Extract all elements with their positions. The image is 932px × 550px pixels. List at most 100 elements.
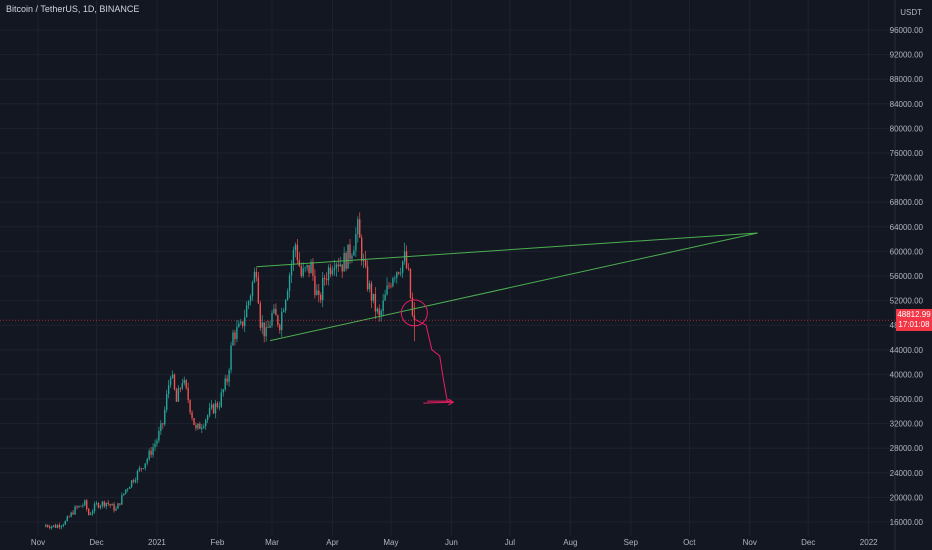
candle-body <box>261 322 263 328</box>
candle-body <box>128 486 131 489</box>
bar-countdown: 17:01:08 <box>898 320 930 330</box>
candle-body <box>407 267 410 269</box>
candle-body <box>228 370 230 382</box>
candle-body <box>70 512 72 517</box>
candle-body <box>220 392 222 407</box>
candle-body <box>318 290 320 295</box>
candle-body <box>374 293 377 312</box>
candle-body <box>82 505 84 507</box>
candle-body <box>226 378 228 382</box>
candle-body <box>329 267 332 275</box>
candle-body <box>179 388 182 390</box>
candle-body <box>283 310 285 312</box>
candle-body <box>107 502 109 505</box>
currency-label: USDT <box>900 8 922 17</box>
candle-body <box>384 294 386 301</box>
price-tick-label: 36000.00 <box>890 395 924 404</box>
candle-body <box>218 406 221 408</box>
candlestick-series <box>45 212 416 530</box>
candle-body <box>277 315 279 326</box>
candle-body <box>132 480 135 482</box>
candle-body <box>166 394 168 410</box>
candle-body <box>56 525 59 528</box>
time-tick-label: Nov <box>31 538 45 547</box>
candle-body <box>138 468 141 471</box>
candle-body <box>333 268 336 271</box>
candle-body <box>396 272 398 278</box>
candle-body <box>111 504 113 506</box>
price-tick-label: 72000.00 <box>890 174 924 183</box>
candle-body <box>378 308 380 316</box>
candle-body <box>279 325 281 331</box>
candle-body <box>259 303 261 328</box>
candle-body <box>86 500 88 510</box>
candle-body <box>284 300 287 311</box>
candle-body <box>230 345 232 371</box>
candle-body <box>392 278 394 287</box>
price-tick-label: 88000.00 <box>890 75 924 84</box>
candle-body <box>136 470 139 481</box>
candle-body <box>386 285 388 295</box>
last-price-badge: 48812.99 17:01:08 <box>896 309 932 332</box>
candle-body <box>109 504 111 506</box>
candle-body <box>368 283 371 290</box>
candle-body <box>115 508 117 511</box>
candle-body <box>150 450 152 455</box>
candle-body <box>185 380 187 388</box>
time-tick-label: 2021 <box>148 538 166 547</box>
time-tick-label: May <box>383 538 398 547</box>
time-tick-label: Jun <box>445 538 458 547</box>
candle-body <box>314 276 316 295</box>
candle-body <box>411 297 414 316</box>
price-axis[interactable]: 16000.00 20000.00 24000.00 28000.00 32000.00… <box>890 26 924 527</box>
candle-body <box>173 374 176 390</box>
candle-body <box>64 520 66 525</box>
candle-body <box>142 468 144 470</box>
candle-body <box>45 525 47 527</box>
candle-body <box>249 295 252 302</box>
trendline[interactable] <box>256 232 758 268</box>
candle-body <box>380 310 382 316</box>
candle-body <box>394 277 396 279</box>
candle-body <box>300 266 302 277</box>
price-tick-label: 68000.00 <box>890 198 924 207</box>
candle-body <box>361 237 363 262</box>
candle-body <box>234 332 236 340</box>
trendline[interactable] <box>269 232 758 342</box>
time-tick-label: Sep <box>624 538 639 547</box>
projection-arrow[interactable] <box>423 398 455 406</box>
candle-body <box>144 463 146 469</box>
drawing-overlays[interactable] <box>0 232 895 406</box>
time-axis[interactable]: Nov Dec 2021 Feb Mar Apr May Jun Jul Aug Sep Oct Nov… <box>31 538 878 547</box>
circle-marker[interactable] <box>400 299 428 327</box>
candle-body <box>164 409 166 425</box>
candle-body <box>175 389 178 402</box>
candle-body <box>339 264 341 267</box>
candle-body <box>210 404 213 408</box>
price-tick-label: 84000.00 <box>890 100 924 109</box>
candle-body <box>52 525 55 527</box>
candle-body <box>88 509 90 515</box>
candle-body <box>286 291 289 301</box>
candle-body <box>212 404 215 414</box>
candle-body <box>195 424 197 429</box>
candle-body <box>244 317 246 326</box>
candle-body <box>167 385 170 395</box>
candle-body <box>171 374 174 379</box>
candle-body <box>125 489 127 494</box>
candle-body <box>351 255 353 259</box>
symbol-title[interactable]: Bitcoin / TetherUS, 1D, BINANCE <box>6 4 140 14</box>
price-tick-label: 52000.00 <box>890 297 924 306</box>
candle-body <box>74 506 76 515</box>
candle-body <box>240 321 242 324</box>
candle-body <box>298 260 300 267</box>
candle-body <box>66 516 68 521</box>
candle-body <box>189 400 191 413</box>
candle-body <box>99 505 102 508</box>
candle-body <box>123 493 125 496</box>
price-tick-label: 24000.00 <box>890 469 924 478</box>
candle-body <box>304 267 306 269</box>
candle-body <box>91 511 94 514</box>
candle-body <box>327 267 330 281</box>
